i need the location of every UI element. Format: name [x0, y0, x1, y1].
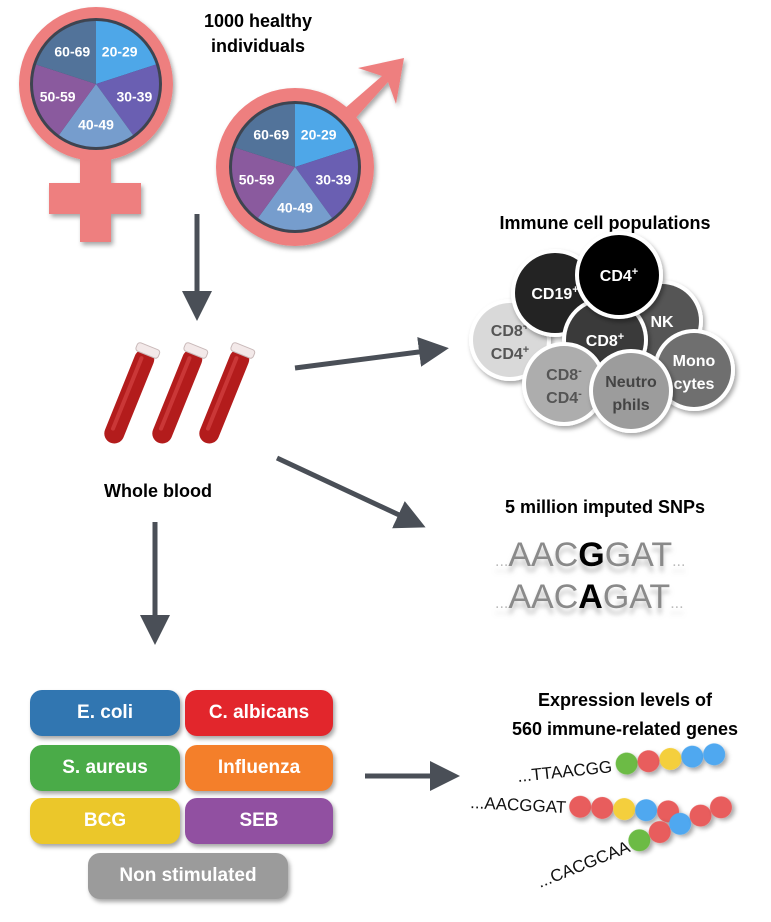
- snp-sequence-text: ...AACAGAT...: [495, 578, 684, 616]
- cell-label: Neutro: [605, 374, 657, 391]
- expression-bead: [615, 752, 638, 775]
- cohort-title-line2: individuals: [211, 36, 305, 56]
- age-label: 20-29: [301, 126, 337, 142]
- immune-cell: CD4+: [575, 231, 663, 319]
- cell-label: CD8+: [586, 331, 624, 350]
- cell-label: NK: [650, 314, 674, 331]
- blood-tube-icon: [199, 342, 256, 444]
- stimulus-bcg: BCG: [30, 798, 180, 844]
- expression-bead: [659, 747, 682, 770]
- cohort-title-line1: 1000 healthy: [204, 11, 312, 31]
- pie-slice-50-59: [33, 64, 96, 135]
- stimulus-non-stimulated: Non stimulated: [88, 853, 288, 899]
- cell-label: phils: [612, 397, 649, 414]
- expression-bead: [635, 799, 658, 822]
- immune-cells: CD8+ CD4+ CD19+ NK CD8+ CD4+ CD8- CD4- Mono cytes…: [469, 231, 735, 433]
- expression-bead: [613, 798, 636, 821]
- stimulus-s-aureus: S. aureus: [30, 745, 180, 791]
- cell-label: CD8-: [546, 365, 582, 384]
- expression-bead: [681, 745, 704, 768]
- cell-label: cytes: [674, 376, 715, 393]
- expression-bead: [628, 829, 651, 852]
- snps-title: 5 million imputed SNPs: [505, 497, 705, 517]
- pie-slice-50-59: [232, 147, 295, 218]
- age-label: 40-49: [277, 199, 313, 215]
- cell-label: CD19+: [531, 284, 578, 303]
- pie-slice-60-69: [36, 21, 96, 84]
- pie-slice-20-29: [295, 104, 355, 167]
- expression-bead: [648, 821, 671, 844]
- snp-sequence-text: ...AACGGAT...: [495, 536, 685, 574]
- age-label: 50-59: [239, 171, 275, 187]
- cell-label: CD8+: [491, 321, 529, 340]
- cell-label: CD4+: [600, 266, 638, 285]
- snp-sequence: ...AACAGAT...: [495, 578, 684, 616]
- expression-bead: [703, 743, 726, 766]
- snp-sequences: ...AACGGAT... ...AACAGAT...: [495, 536, 685, 616]
- blood-tubes-icon: [104, 342, 256, 444]
- arrow-to-immune: [294, 337, 449, 371]
- expression-read: ...AACGGAT: [469, 793, 680, 825]
- expression-bead: [569, 795, 592, 818]
- pie-slice-30-39: [96, 64, 159, 135]
- pie-slice-30-39: [295, 147, 358, 218]
- cell-label: CD4+: [491, 344, 529, 363]
- snp-sequence: ...AACGGAT...: [495, 536, 685, 574]
- expression-bead: [637, 750, 660, 773]
- age-label: 30-39: [315, 171, 351, 187]
- pie-slice-20-29: [96, 21, 156, 84]
- blood-tube-icon: [152, 342, 209, 444]
- expression-bead: [709, 796, 732, 819]
- stimulus-seb: SEB: [185, 798, 333, 844]
- stimulus-c-albicans: C. albicans: [185, 690, 333, 736]
- whole-blood-label: Whole blood: [104, 481, 212, 501]
- expression-reads: ...TTAACGG ...AACGGAT ...CACGCAA: [469, 743, 737, 894]
- stimulus-e-coli: E. coli: [30, 690, 180, 736]
- pie-slice-60-69: [235, 104, 295, 167]
- pie-slice-40-49: [257, 167, 333, 231]
- age-label: 40-49: [78, 116, 114, 132]
- pie-slice-40-49: [58, 84, 134, 147]
- age-label: 50-59: [40, 88, 76, 104]
- flow-arrows: [140, 214, 460, 791]
- read-sequence: ...CACGCAA: [534, 837, 633, 892]
- expression-read: ...TTAACGG: [516, 743, 728, 788]
- cell-label: CD4-: [546, 388, 582, 407]
- immune-cell: Neutro phils: [589, 349, 673, 433]
- immune-cell: CD8- CD4-: [522, 342, 606, 426]
- age-label: 60-69: [253, 126, 289, 142]
- cell-label: Mono: [673, 353, 716, 370]
- immune-title: Immune cell populations: [499, 213, 710, 233]
- age-label: 30-39: [116, 88, 152, 104]
- expression-title-line2: 560 immune-related genes: [512, 719, 738, 739]
- age-label: 20-29: [102, 43, 138, 59]
- expression-bead: [669, 812, 692, 835]
- age-label: 60-69: [54, 43, 90, 59]
- expression-bead: [689, 804, 712, 827]
- immune-cell: Mono cytes: [653, 329, 735, 411]
- stimulus-influenza: Influenza: [185, 745, 333, 791]
- expression-bead: [591, 796, 614, 819]
- blood-tube-icon: [104, 342, 161, 444]
- arrow-to-snps: [275, 455, 426, 529]
- expression-title-line1: Expression levels of: [538, 690, 713, 710]
